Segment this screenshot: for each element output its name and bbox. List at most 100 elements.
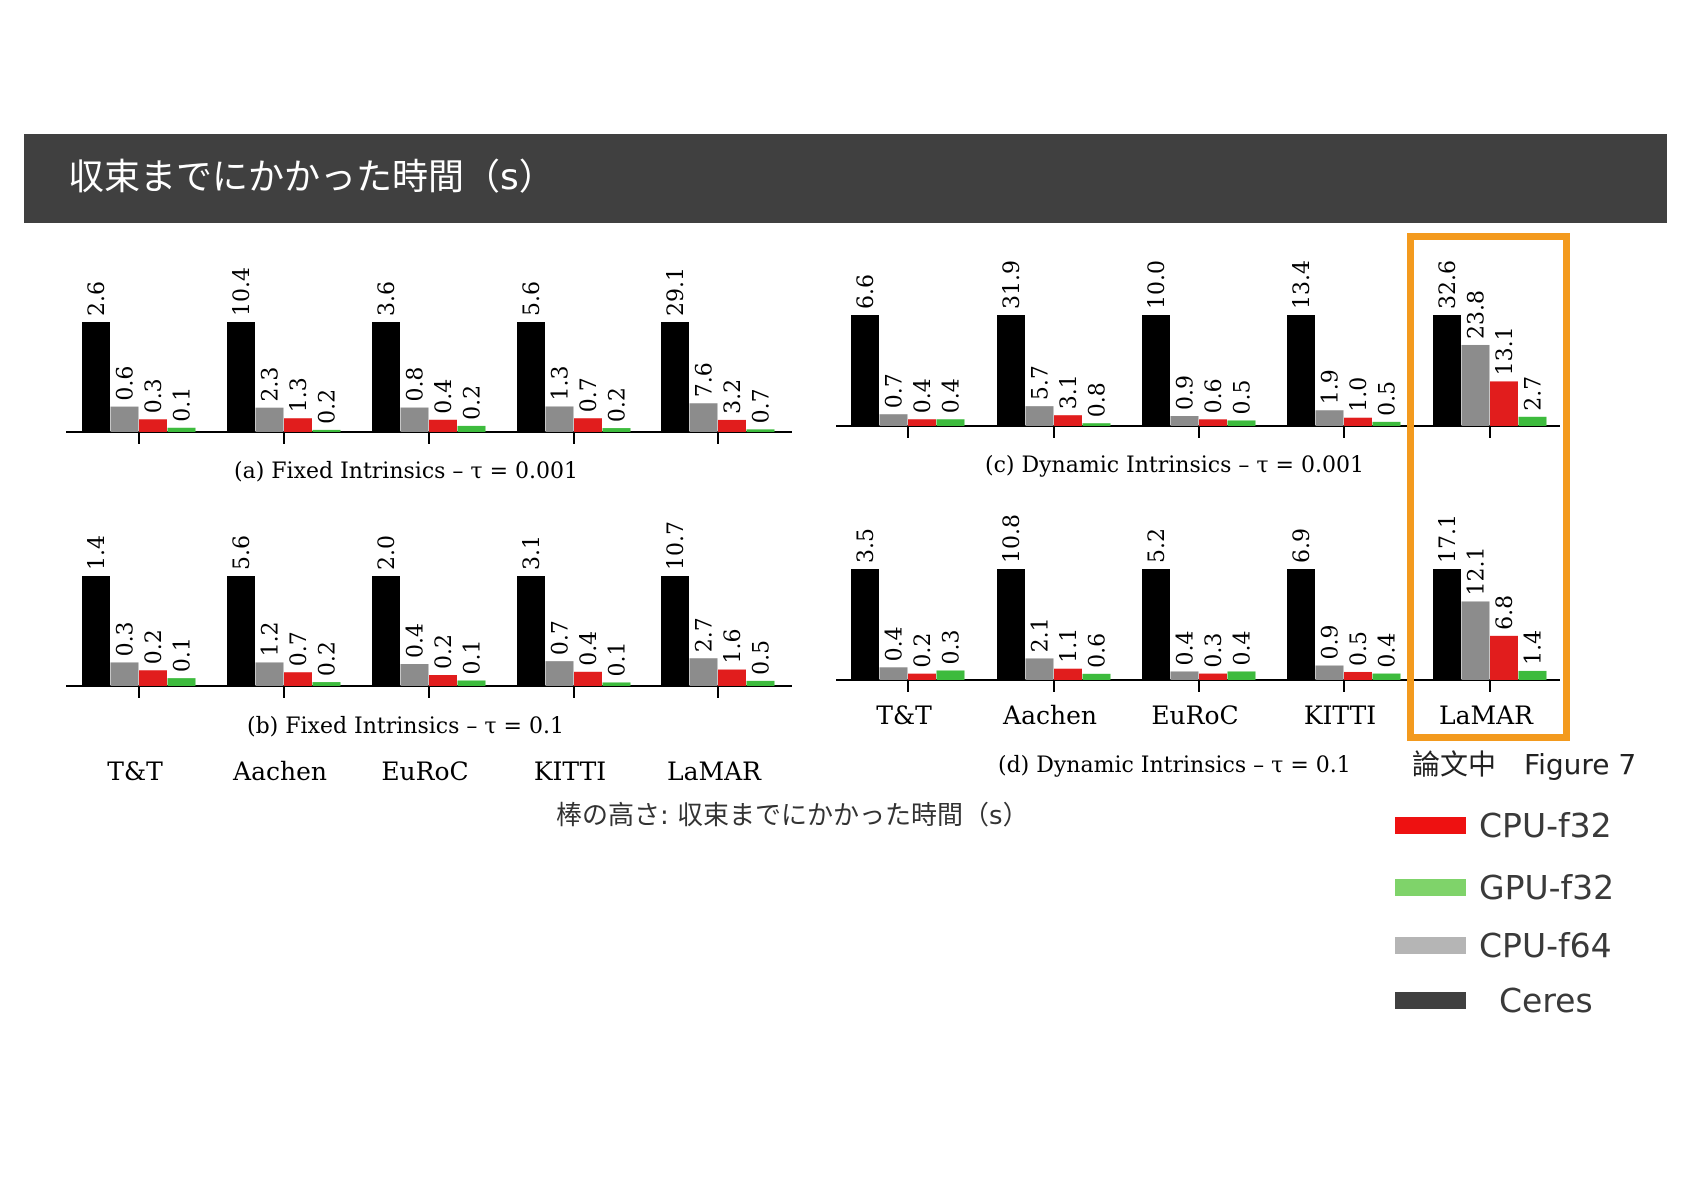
data-label: 1.3 xyxy=(287,377,312,412)
data-label: 3.5 xyxy=(854,528,879,563)
bar-cpu-f32-2 xyxy=(1199,419,1227,426)
bar-gpu-f32-4 xyxy=(746,680,775,686)
bar-cpu-f32-4 xyxy=(1490,381,1518,426)
bar-cpu-f32-3 xyxy=(1344,671,1372,680)
data-label: 1.6 xyxy=(721,629,746,664)
bar-cpu-f32-2 xyxy=(429,675,457,686)
bar-cpu-f64-4 xyxy=(689,658,718,686)
legend-label: Ceres xyxy=(1499,981,1593,1020)
bar-cpu-f64-2 xyxy=(1170,671,1199,680)
data-label: 0.1 xyxy=(171,387,196,422)
bar-gpu-f32-3 xyxy=(602,428,631,432)
data-label: 13.4 xyxy=(1290,260,1315,309)
chart-caption: (c) Dynamic Intrinsics – τ = 0.001 xyxy=(985,453,1364,478)
data-label: 0.2 xyxy=(142,629,167,664)
data-label: 3.2 xyxy=(721,379,746,414)
data-label: 0.5 xyxy=(1347,631,1372,666)
data-label: 1.2 xyxy=(259,621,284,656)
data-label: 0.7 xyxy=(287,631,312,666)
bar-gpu-f32-4 xyxy=(1518,670,1547,680)
data-label: 6.8 xyxy=(1493,595,1518,630)
data-label: 0.4 xyxy=(1376,633,1401,668)
bar-ceres-2 xyxy=(1142,315,1170,426)
data-label: 1.3 xyxy=(549,365,574,400)
page-title: 収束までにかかった時間（s） xyxy=(68,157,555,198)
bar-cpu-f64-0 xyxy=(879,414,908,426)
data-label: 2.1 xyxy=(1029,617,1054,652)
bar-ceres-4 xyxy=(1433,569,1461,680)
bar-cpu-f32-0 xyxy=(139,419,167,432)
data-label: 0.2 xyxy=(316,389,341,424)
legend-label: CPU-f64 xyxy=(1479,926,1612,965)
data-label: 5.6 xyxy=(230,535,255,570)
bar-cpu-f64-3 xyxy=(545,661,574,686)
bar-height-note: 棒の高さ: 収束までにかかった時間（s） xyxy=(556,801,1029,831)
data-label: 0.7 xyxy=(883,373,908,408)
data-label: 3.1 xyxy=(520,535,545,570)
data-label: 0.3 xyxy=(114,621,139,656)
data-label: 23.8 xyxy=(1465,290,1490,339)
data-label: 0.5 xyxy=(1376,381,1401,416)
data-label: 3.1 xyxy=(1057,374,1082,409)
data-label: 3.6 xyxy=(375,281,400,316)
bar-cpu-f32-0 xyxy=(139,670,167,686)
legend-item-gpu-f32: GPU-f32 xyxy=(1395,868,1684,908)
legend-swatch xyxy=(1395,817,1466,834)
data-label: 0.5 xyxy=(1231,379,1256,414)
data-label: 0.7 xyxy=(577,377,602,412)
bar-ceres-2 xyxy=(1142,569,1170,680)
data-label: 6.6 xyxy=(854,274,879,309)
data-label: 5.2 xyxy=(1145,528,1170,563)
data-label: 0.6 xyxy=(1086,633,1111,668)
bar-cpu-f64-4 xyxy=(1461,601,1490,680)
data-label: 2.7 xyxy=(693,617,718,652)
bar-gpu-f32-3 xyxy=(1372,673,1401,680)
data-label: 0.1 xyxy=(171,637,196,672)
bar-gpu-f32-2 xyxy=(457,425,486,432)
bar-gpu-f32-1 xyxy=(1082,423,1111,426)
category-label: EuRoC xyxy=(1151,701,1238,730)
data-label: 5.6 xyxy=(520,281,545,316)
data-label: 0.4 xyxy=(577,631,602,666)
data-label: 13.1 xyxy=(1493,326,1518,375)
bar-cpu-f32-1 xyxy=(1054,415,1082,426)
bar-cpu-f32-3 xyxy=(574,671,602,686)
bar-ceres-3 xyxy=(1287,569,1315,680)
chart-caption: (d) Dynamic Intrinsics – τ = 0.1 xyxy=(998,753,1351,778)
data-label: 1.4 xyxy=(85,535,110,570)
bar-gpu-f32-0 xyxy=(167,427,196,432)
data-label: 0.4 xyxy=(883,626,908,661)
bar-ceres-4 xyxy=(1433,315,1461,426)
bar-cpu-f64-1 xyxy=(1025,406,1054,426)
data-label: 0.1 xyxy=(606,641,631,676)
legend-swatch xyxy=(1395,992,1466,1009)
bar-cpu-f64-4 xyxy=(689,403,718,432)
lamar-highlight-box xyxy=(1407,233,1570,741)
bar-cpu-f32-4 xyxy=(718,669,746,686)
chart-caption: (a) Fixed Intrinsics – τ = 0.001 xyxy=(234,459,578,484)
data-label: 0.2 xyxy=(432,634,457,669)
bar-gpu-f32-0 xyxy=(936,419,965,426)
bar-ceres-3 xyxy=(1287,315,1315,426)
data-label: 0.3 xyxy=(142,378,167,413)
data-label: 1.1 xyxy=(1057,628,1082,663)
bar-cpu-f64-3 xyxy=(1315,410,1344,426)
category-label: Aachen xyxy=(1002,701,1097,730)
data-label: 0.3 xyxy=(940,629,965,664)
data-label: 10.4 xyxy=(230,267,255,316)
bar-cpu-f64-1 xyxy=(255,407,284,432)
data-label: 0.4 xyxy=(911,378,936,413)
bar-gpu-f32-0 xyxy=(167,678,196,686)
bar-cpu-f64-0 xyxy=(879,667,908,680)
data-label: 2.3 xyxy=(259,367,284,402)
legend-label: CPU-f32 xyxy=(1479,806,1612,845)
bar-cpu-f64-1 xyxy=(255,662,284,686)
bar-ceres-0 xyxy=(82,322,110,432)
data-label: 6.9 xyxy=(1290,528,1315,563)
bar-cpu-f64-3 xyxy=(545,406,574,432)
bar-cpu-f32-1 xyxy=(284,672,312,686)
chart-caption: (b) Fixed Intrinsics – τ = 0.1 xyxy=(247,714,564,739)
bar-cpu-f32-3 xyxy=(1344,417,1372,426)
bar-cpu-f64-3 xyxy=(1315,665,1344,680)
